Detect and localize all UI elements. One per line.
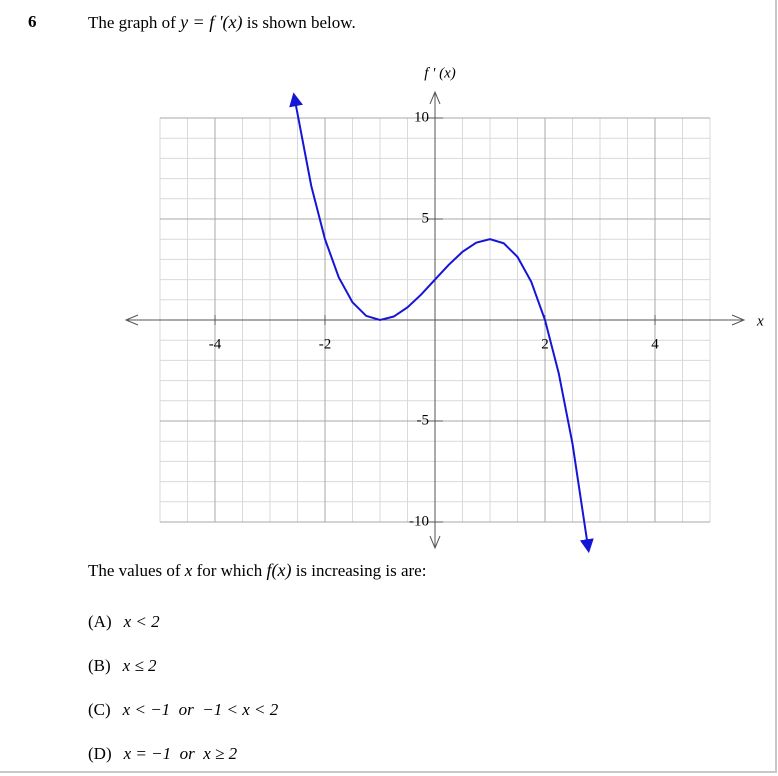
option: (B) x ≤ 2: [88, 656, 157, 676]
question-text: The values of: [88, 561, 181, 580]
y-tick-label: -10: [409, 513, 429, 529]
option-label: (D): [88, 744, 112, 763]
y-tick-label: -5: [417, 412, 430, 428]
graph: f ' (x) x -4 -2 2 4 10 5 -5 -10: [124, 65, 764, 554]
curve: [289, 92, 594, 554]
prompt-text: The graph of: [88, 13, 176, 32]
option-text: x ≤ 2: [122, 656, 157, 675]
option: (D) x = −1 or x ≥ 2: [88, 744, 237, 764]
option-text: x < 2: [123, 612, 160, 631]
x-tick-label: 2: [541, 336, 549, 352]
prompt-math: y = f '(x): [180, 12, 243, 32]
x-tick-label: -4: [209, 336, 222, 352]
x-axis-label: x: [756, 313, 764, 329]
option-label: (B): [88, 656, 111, 675]
option-label: (C): [88, 700, 111, 719]
prompt: The graph of y = f '(x) is shown below.: [88, 12, 356, 33]
option-text: x = −1 or x ≥ 2: [123, 744, 238, 763]
option: (A) x < 2: [88, 612, 160, 632]
option-label: (A): [88, 612, 112, 631]
x-tick-label: -2: [319, 336, 332, 352]
question-var: x: [184, 561, 193, 580]
prompt-text: is shown below.: [246, 13, 356, 32]
question: The values of x for which f(x) is increa…: [88, 560, 426, 581]
question-text: for which: [196, 561, 263, 580]
x-tick-label: 4: [651, 336, 659, 352]
question-number: 6: [28, 12, 37, 31]
question-text: is increasing is are:: [295, 561, 427, 580]
option: (C) x < −1 or −1 < x < 2: [88, 700, 278, 720]
y-tick-label: 5: [422, 210, 430, 226]
option-text: x < −1 or −1 < x < 2: [122, 700, 279, 719]
question-math: f(x): [266, 560, 292, 580]
y-axis-label: f ' (x): [424, 65, 456, 81]
y-tick-label: 10: [414, 109, 429, 125]
axis-arrow: [124, 314, 746, 326]
